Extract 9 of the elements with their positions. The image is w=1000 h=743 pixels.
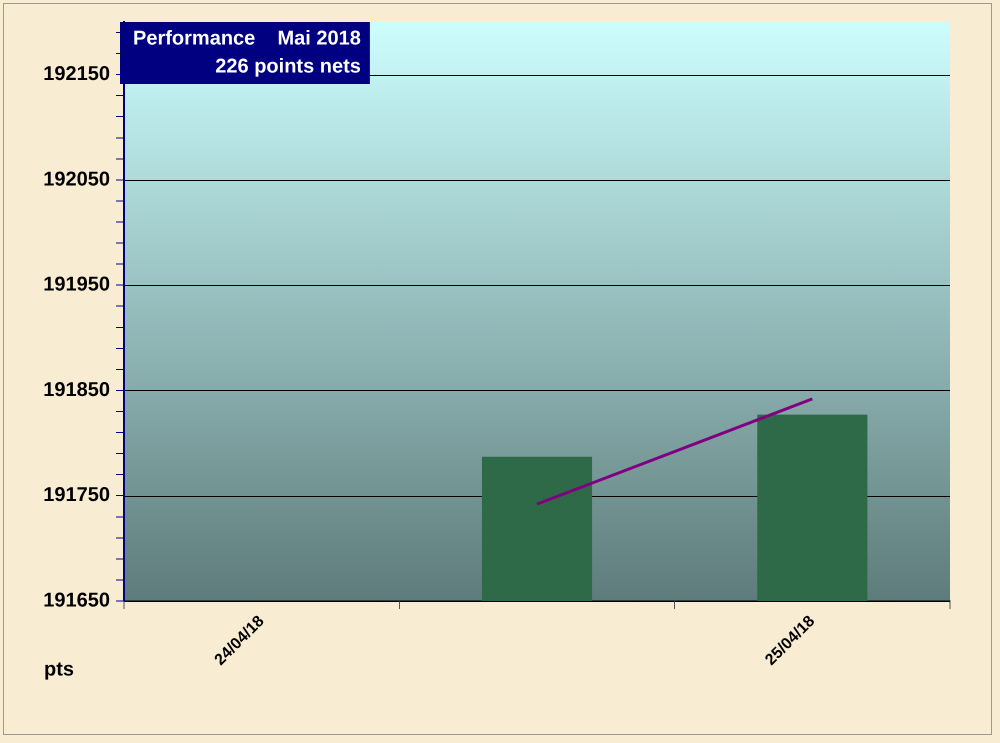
y-tick-label: 191750 [43, 484, 110, 506]
y-tick-label: 192050 [43, 168, 110, 190]
chart-title: Performance Mai 2018 [133, 28, 361, 50]
y-tick-label: 192150 [43, 63, 110, 86]
y-tick-label: 191950 [43, 274, 110, 296]
y-tick-label: 191650 [43, 590, 110, 612]
y-tick-label: 191850 [43, 378, 110, 401]
text: 226 points nets [215, 56, 361, 78]
y-axis-title: pts [44, 658, 74, 681]
